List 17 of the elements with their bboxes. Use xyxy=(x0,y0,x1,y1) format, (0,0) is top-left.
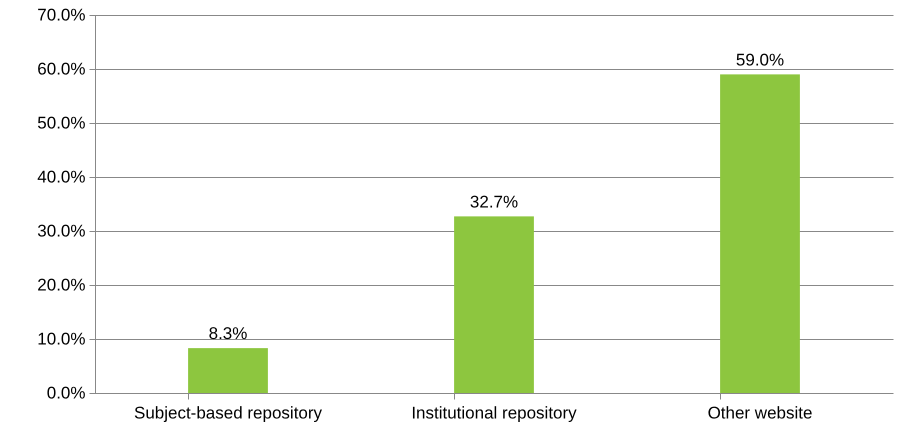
bar xyxy=(454,216,534,393)
y-tick-label: 20.0% xyxy=(37,276,86,294)
y-tick-label: 60.0% xyxy=(37,60,86,78)
y-tick-label: 10.0% xyxy=(37,330,86,348)
x-tick-label: Institutional repository xyxy=(411,404,578,422)
bar xyxy=(188,348,268,393)
y-tick-label: 70.0% xyxy=(37,6,86,24)
data-label: 59.0% xyxy=(736,50,784,70)
y-tick-label: 40.0% xyxy=(37,168,86,186)
y-tick-label: 30.0% xyxy=(37,222,86,240)
data-label: 8.3% xyxy=(208,324,248,344)
bar xyxy=(720,74,800,393)
x-tick-label: Subject-based repository xyxy=(134,404,323,422)
y-tick-label: 50.0% xyxy=(37,114,86,132)
y-tick-label: 0.0% xyxy=(46,384,86,402)
x-tick-label: Other website xyxy=(708,404,812,422)
data-label: 32.7% xyxy=(470,192,518,212)
